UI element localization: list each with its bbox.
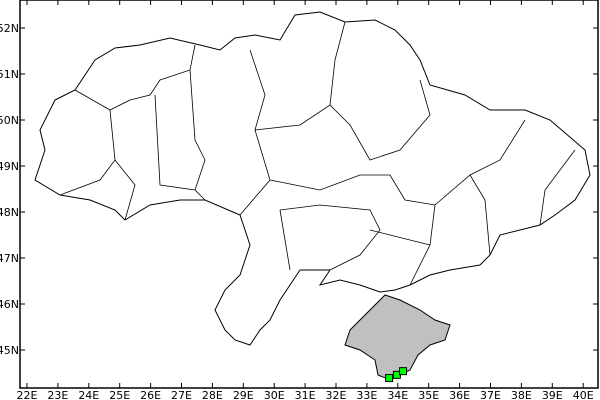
country-outline <box>34 11 591 346</box>
lat-label: 47N <box>0 252 19 265</box>
lon-label: 30E <box>264 389 285 400</box>
lon-label: 23E <box>47 389 68 400</box>
lat-label: 51N <box>0 68 19 81</box>
lon-label: 37E <box>480 389 501 400</box>
oblast-borders <box>59 21 576 286</box>
lon-label: 27E <box>171 389 192 400</box>
location-marker[interactable] <box>385 374 394 383</box>
lon-label: 36E <box>449 389 470 400</box>
crimea-region <box>344 294 451 381</box>
lon-label: 24E <box>78 389 99 400</box>
lat-label: 52N <box>0 22 19 35</box>
lat-label: 48N <box>0 206 19 219</box>
lat-label: 46N <box>0 298 19 311</box>
lat-label: 49N <box>0 160 19 173</box>
lon-label: 35E <box>418 389 439 400</box>
lon-label: 40E <box>573 389 594 400</box>
lon-label: 33E <box>356 389 377 400</box>
lon-label: 22E <box>17 389 38 400</box>
lon-label: 29E <box>233 389 254 400</box>
lon-label: 31E <box>295 389 316 400</box>
lat-label: 45N <box>0 344 19 357</box>
observation-markers <box>385 367 408 383</box>
lon-label: 38E <box>511 389 532 400</box>
lon-label: 32E <box>326 389 347 400</box>
lon-label: 39E <box>542 389 563 400</box>
location-marker[interactable] <box>399 367 408 376</box>
lon-label: 25E <box>109 389 130 400</box>
lon-label: 28E <box>202 389 223 400</box>
lon-label: 34E <box>387 389 408 400</box>
lat-label: 50N <box>0 114 19 127</box>
lon-label: 26E <box>140 389 161 400</box>
